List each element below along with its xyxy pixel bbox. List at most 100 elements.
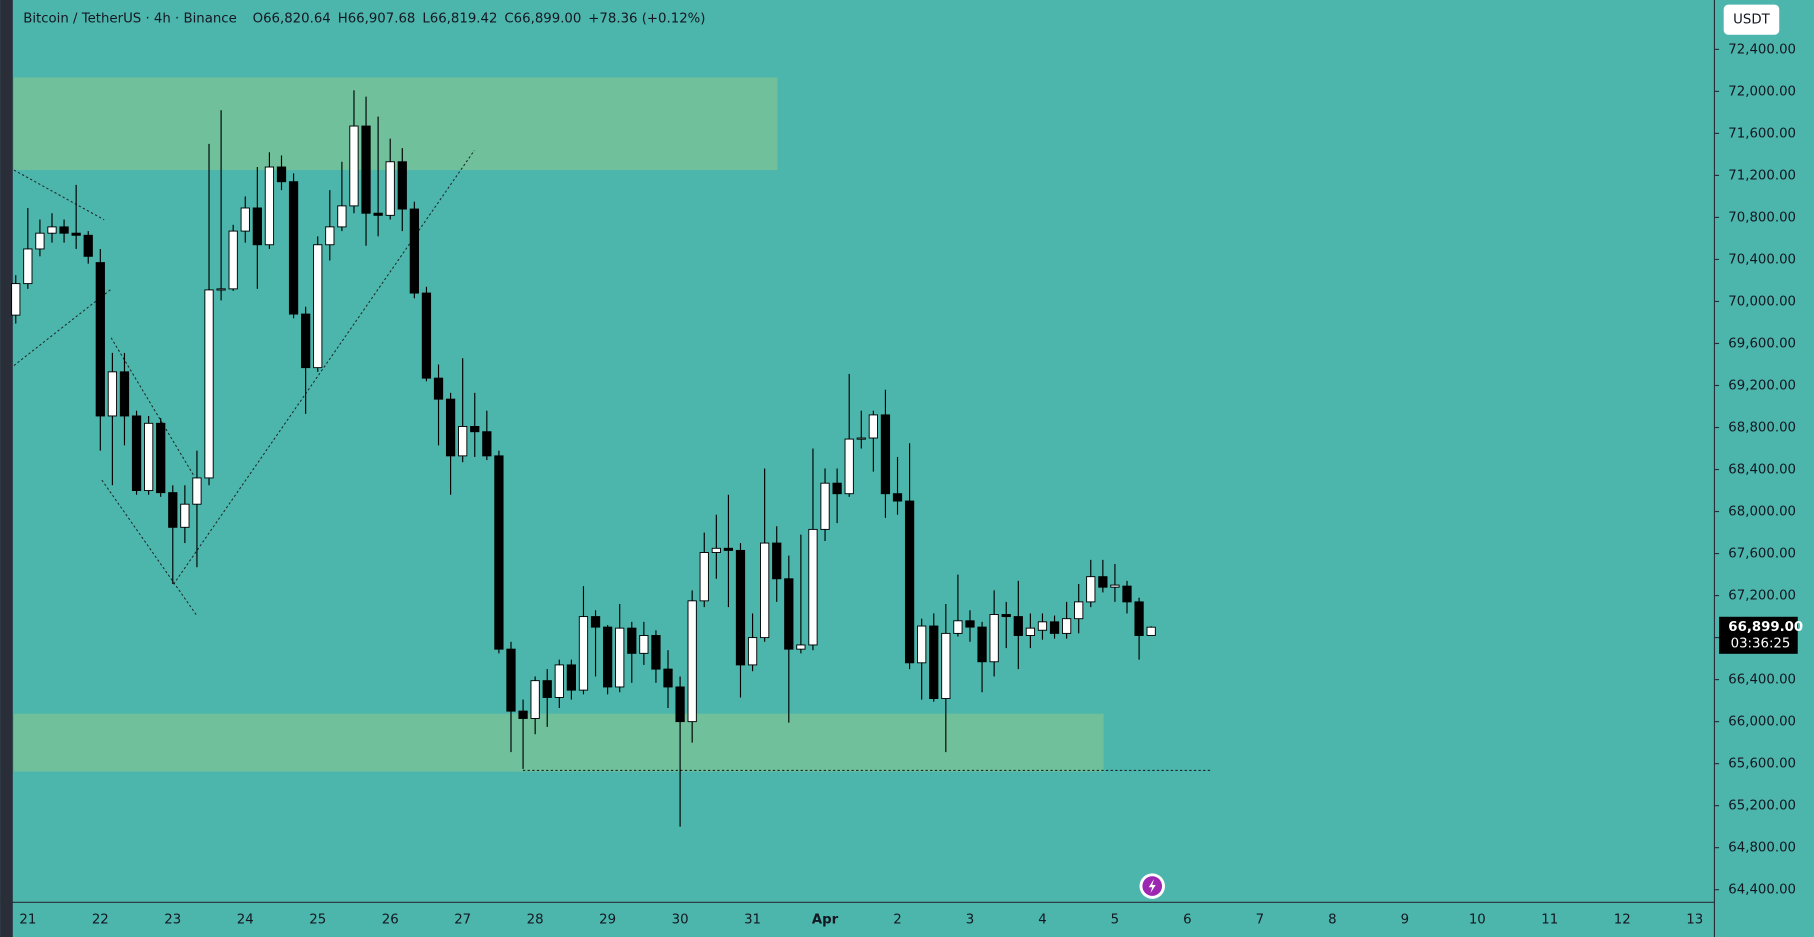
candle-body: [530, 680, 540, 719]
candle-body: [1122, 585, 1132, 603]
last-price-label: 66,899.00: [1728, 620, 1803, 635]
x-tick-label: 2: [893, 913, 901, 928]
candle-body: [687, 600, 697, 723]
candle-body: [639, 635, 649, 654]
candle-body: [264, 166, 275, 246]
candle-body: [216, 288, 226, 291]
candle-body: [651, 635, 661, 670]
y-tick-label: 64,800.00: [1728, 841, 1796, 856]
candle-body: [892, 493, 903, 502]
candle-body: [1049, 621, 1060, 634]
x-tick-label: 6: [1183, 913, 1191, 928]
candle-body: [711, 547, 721, 553]
candle-body: [458, 426, 468, 457]
candle-body: [433, 377, 444, 400]
ohlc-key: O: [253, 12, 263, 27]
candle-body: [506, 648, 516, 712]
candle-body: [240, 207, 250, 232]
candle-body: [47, 226, 57, 234]
candle-body: [11, 283, 21, 316]
candle-body: [832, 482, 842, 495]
y-tick-label: 72,400.00: [1728, 42, 1796, 57]
left-border: [0, 0, 13, 937]
candle-body: [772, 542, 782, 580]
y-tick-label: 67,200.00: [1728, 589, 1796, 604]
x-tick-label: 25: [309, 913, 326, 928]
x-tick-label: 31: [744, 913, 761, 928]
x-tick-label: 5: [1111, 913, 1119, 928]
currency-label[interactable]: USDT: [1733, 13, 1770, 28]
candle-body: [385, 161, 395, 216]
alert-icon[interactable]: [1139, 873, 1165, 899]
y-tick-label: 67,600.00: [1728, 547, 1796, 562]
candle-body: [1110, 584, 1120, 588]
candle-body: [904, 500, 915, 664]
demand-zone: [13, 713, 1104, 772]
y-tick-label: 69,200.00: [1728, 378, 1796, 393]
candle-body: [83, 234, 93, 257]
y-tick-label: 68,400.00: [1728, 463, 1796, 478]
candle-body: [35, 232, 45, 250]
x-tick-label: 8: [1328, 913, 1336, 928]
currency-button[interactable]: [1723, 4, 1780, 35]
candle-body: [965, 620, 975, 628]
candle-body: [518, 710, 528, 719]
y-tick-label: 66,000.00: [1728, 715, 1796, 730]
last-price-box: [1719, 616, 1798, 654]
change: +78.36 (+0.12%): [588, 12, 705, 27]
candle-body: [494, 455, 504, 650]
x-tick-label: 30: [672, 913, 689, 928]
price-axis: 72,400.00 72,000.00 71,600.00 71,200.00 70,8…: [1714, 42, 1796, 898]
candle-body: [180, 503, 190, 528]
y-tick-label: 71,600.00: [1728, 126, 1796, 141]
candle-body: [663, 668, 673, 688]
candle-body: [578, 616, 589, 691]
x-tick-label: 9: [1401, 913, 1409, 928]
candle-body: [977, 626, 987, 663]
candle-body: [337, 205, 347, 228]
candle-body: [989, 614, 999, 663]
candle-body: [844, 438, 854, 495]
candle-body: [796, 644, 806, 650]
candle-body: [313, 244, 323, 369]
ohlc-value: 66,819.42: [430, 12, 498, 27]
candle-body: [917, 625, 927, 664]
candle-body: [820, 482, 830, 530]
x-tick-label: Apr: [812, 913, 839, 928]
candle-body: [1074, 601, 1084, 620]
candle-body: [735, 549, 746, 666]
x-tick-label: 24: [237, 913, 254, 928]
y-tick-label: 66,400.00: [1728, 673, 1796, 688]
y-tick-label: 70,000.00: [1728, 294, 1796, 309]
candle-body: [204, 289, 214, 479]
candle-body: [808, 528, 818, 646]
icon-bolt[interactable]: [1148, 879, 1156, 894]
x-tick-label: 4: [1038, 913, 1046, 928]
candle-body: [168, 492, 178, 528]
candle-body: [566, 664, 577, 691]
time-axis: 21 22 23 24 25 26 27 28 29 30 31 Apr 2 3 4 5 6 7 8 9 10 11 12 1…: [19, 913, 1703, 928]
candle-body: [288, 181, 299, 315]
trendline: [110, 337, 195, 477]
candle-body: [1146, 626, 1156, 636]
candle-body: [602, 626, 613, 688]
candle-body: [192, 477, 202, 505]
candle-body: [1001, 614, 1011, 618]
legend-header: Bitcoin / TetherUS · 4h · Binance O66,82…: [23, 12, 705, 27]
candle-body: [675, 686, 685, 723]
drawings: [13, 150, 1213, 771]
candle-body: [349, 125, 359, 207]
candle-body: [361, 125, 371, 214]
candle-body: [131, 415, 142, 492]
x-tick-label: 3: [966, 913, 974, 928]
x-tick-label: 28: [527, 913, 544, 928]
candle-body: [699, 552, 709, 602]
y-tick-label: 68,800.00: [1728, 421, 1796, 436]
x-tick-label: 12: [1614, 913, 1631, 928]
candle-body: [615, 627, 625, 688]
candle-body: [23, 248, 33, 285]
candle-body: [868, 414, 878, 439]
candle-body: [1086, 576, 1096, 603]
supply-zone: [13, 77, 778, 171]
